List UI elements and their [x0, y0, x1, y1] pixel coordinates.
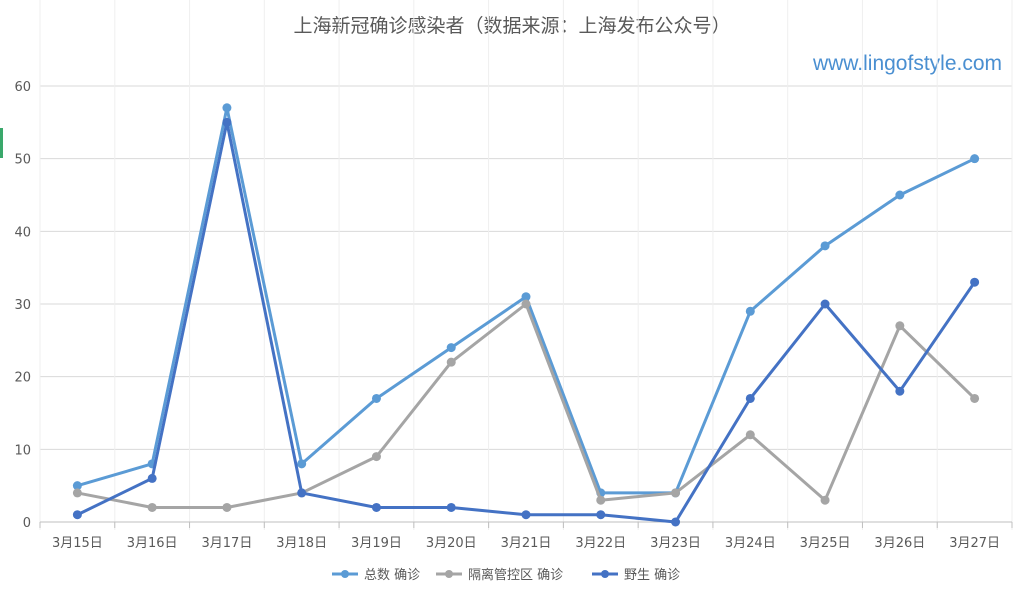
data-point[interactable] [895, 321, 905, 331]
x-tick-label: 3月26日 [874, 536, 925, 551]
y-tick-label: 20 [14, 371, 31, 386]
data-point[interactable] [147, 502, 157, 512]
data-point[interactable] [222, 502, 232, 512]
data-point[interactable] [970, 393, 980, 403]
y-tick-label: 50 [14, 153, 31, 168]
y-tick-label: 40 [14, 225, 31, 240]
data-point[interactable] [446, 502, 456, 512]
data-point[interactable] [745, 393, 755, 403]
data-point[interactable] [970, 154, 980, 164]
data-point[interactable] [521, 292, 531, 302]
x-tick-label: 3月17日 [202, 536, 253, 551]
series-2 [72, 299, 980, 512]
x-tick-label: 3月16日 [127, 536, 178, 551]
data-point[interactable] [222, 103, 232, 113]
data-point[interactable] [596, 495, 606, 505]
legend-swatch-marker [445, 570, 453, 578]
axes [39, 521, 1013, 528]
x-axis-ticks: 3月15日 3月16日 3月17日 3月18日 3月19日 3月20日 3月21日 3月22日… [52, 536, 1000, 551]
y-tick-label: 60 [14, 80, 31, 95]
data-point[interactable] [147, 473, 157, 483]
legend-item-3[interactable]: 野生 确诊 [592, 568, 680, 583]
data-point[interactable] [671, 517, 681, 527]
data-point[interactable] [895, 190, 905, 200]
data-point[interactable] [895, 386, 905, 396]
y-axis-ticks: 0 10 20 30 40 50 60 [14, 80, 31, 531]
x-tick-label: 3月27日 [949, 536, 1000, 551]
legend-item-1[interactable]: 总数 确诊 [332, 568, 420, 583]
legend-label: 总数 确诊 [364, 568, 420, 583]
data-point[interactable] [222, 117, 232, 127]
x-tick-label: 3月22日 [575, 536, 626, 551]
legend-label: 野生 确诊 [624, 568, 680, 583]
data-point[interactable] [745, 306, 755, 316]
data-point[interactable] [521, 299, 531, 309]
data-point[interactable] [820, 299, 830, 309]
data-point[interactable] [745, 430, 755, 440]
legend-swatch-marker [601, 570, 609, 578]
data-point[interactable] [970, 277, 980, 287]
x-tick-label: 3月25日 [800, 536, 851, 551]
data-point[interactable] [371, 452, 381, 462]
x-tick-label: 3月24日 [725, 536, 776, 551]
x-tick-label: 3月20日 [426, 536, 477, 551]
gridlines [39, 0, 1013, 530]
x-tick-label: 3月23日 [650, 536, 701, 551]
legend-swatch-marker [341, 570, 349, 578]
legend[interactable]: 总数 确诊 隔离管控区 确诊 野生 确诊 [332, 567, 680, 583]
legend-item-2[interactable]: 隔离管控区 确诊 [436, 567, 563, 583]
x-tick-label: 3月19日 [351, 536, 402, 551]
series-lines [72, 103, 980, 527]
data-point[interactable] [671, 488, 681, 498]
data-point[interactable] [446, 357, 456, 367]
y-tick-label: 10 [14, 443, 31, 458]
chart-title: 上海新冠确诊感染者（数据来源：上海发布公众号） [293, 15, 730, 37]
series-line [75, 302, 977, 509]
data-point[interactable] [72, 488, 82, 498]
x-tick-label: 3月18日 [276, 536, 327, 551]
data-point[interactable] [521, 510, 531, 520]
data-point[interactable] [371, 393, 381, 403]
watermark-text: www.lingofstyle.com [812, 52, 1002, 75]
data-point[interactable] [820, 241, 830, 251]
data-point[interactable] [596, 510, 606, 520]
legend-label: 隔离管控区 确诊 [468, 567, 563, 583]
data-point[interactable] [297, 459, 307, 469]
y-tick-label: 0 [23, 516, 31, 531]
data-point[interactable] [297, 488, 307, 498]
data-point[interactable] [820, 495, 830, 505]
series-3 [72, 117, 980, 527]
y-tick-label: 30 [14, 298, 31, 313]
data-point[interactable] [72, 481, 82, 491]
data-point[interactable] [371, 502, 381, 512]
x-tick-label: 3月21日 [501, 536, 552, 551]
data-point[interactable] [72, 510, 82, 520]
left-edge-tab [0, 128, 3, 158]
x-tick-label: 3月15日 [52, 536, 103, 551]
data-point[interactable] [446, 343, 456, 353]
